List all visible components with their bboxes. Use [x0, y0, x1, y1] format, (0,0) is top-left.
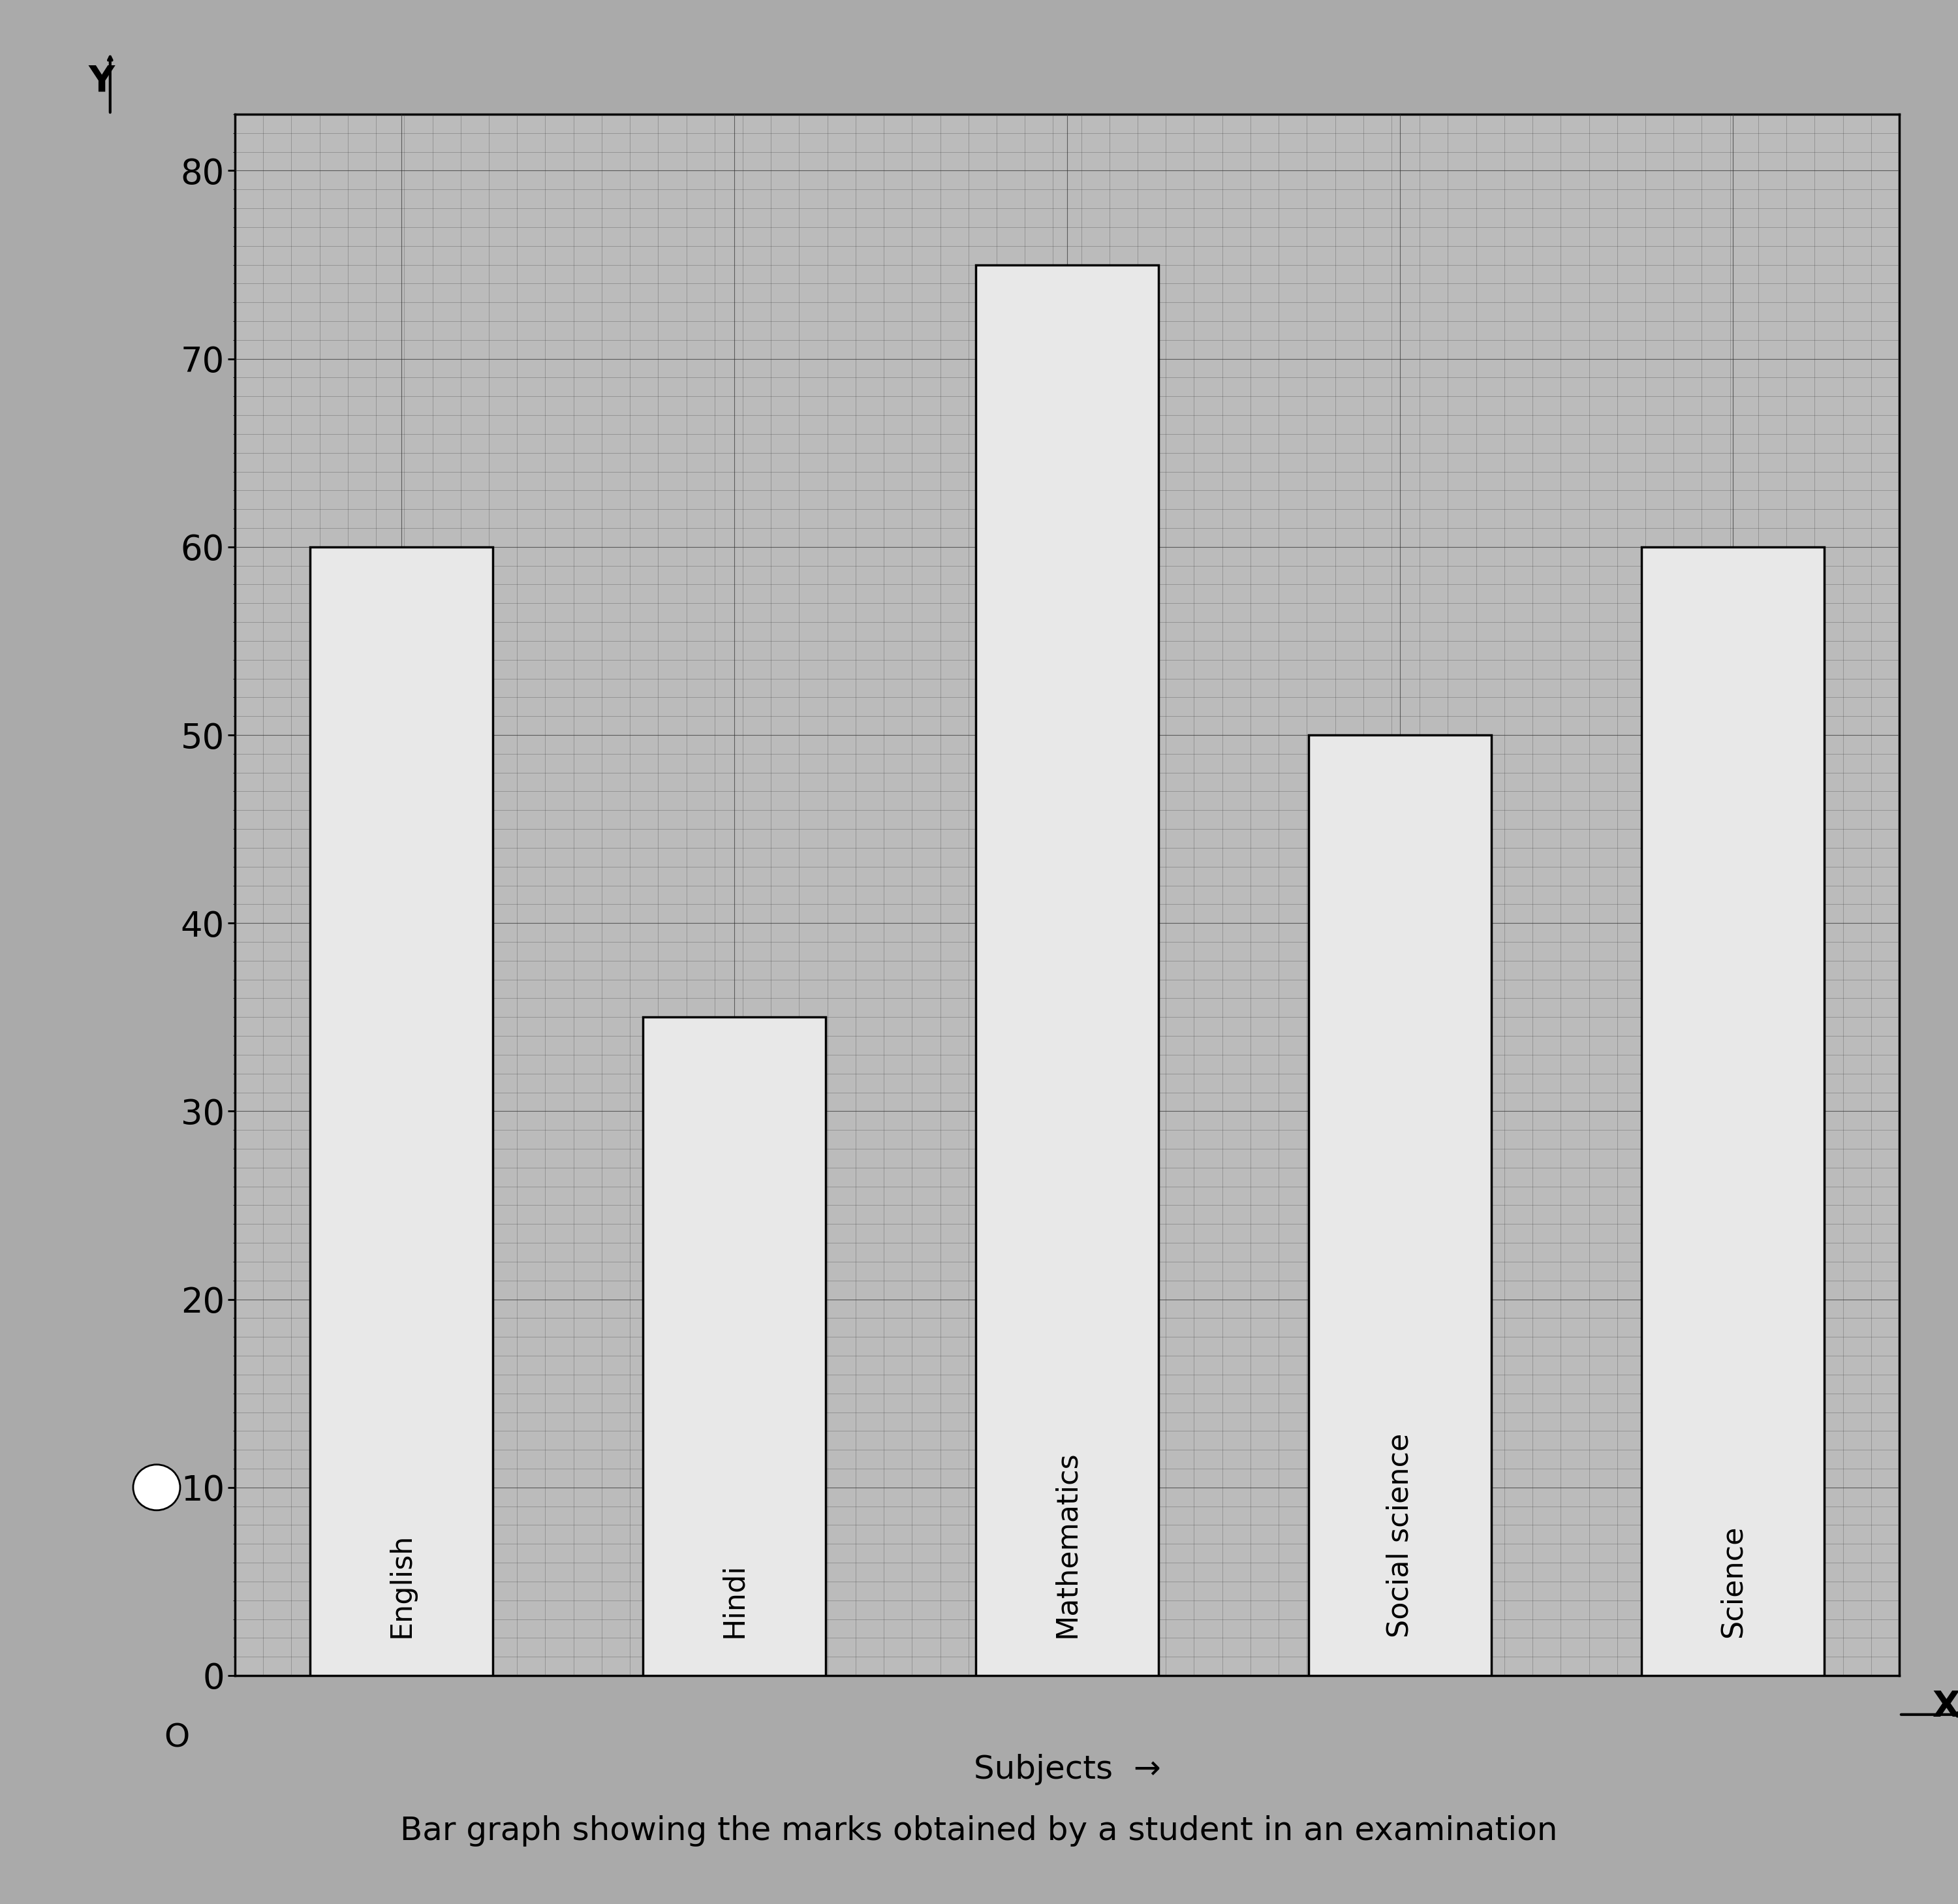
Text: Mathematics: Mathematics — [1053, 1451, 1081, 1637]
Text: English: English — [388, 1533, 415, 1637]
Text: X: X — [1933, 1689, 1958, 1725]
Bar — [309, 546, 493, 1676]
Text: Science: Science — [1719, 1525, 1747, 1637]
Bar — [1641, 546, 1825, 1676]
Text: Hindi: Hindi — [721, 1563, 748, 1637]
Text: Social science: Social science — [1386, 1434, 1414, 1637]
Text: O: O — [164, 1723, 190, 1754]
Bar — [642, 1017, 826, 1676]
Text: Bar graph showing the marks obtained by a student in an examination: Bar graph showing the marks obtained by … — [399, 1816, 1559, 1847]
Bar — [1308, 735, 1492, 1676]
Bar — [975, 265, 1159, 1676]
Text: Y: Y — [88, 63, 116, 99]
Text: Subjects  →: Subjects → — [973, 1754, 1161, 1784]
